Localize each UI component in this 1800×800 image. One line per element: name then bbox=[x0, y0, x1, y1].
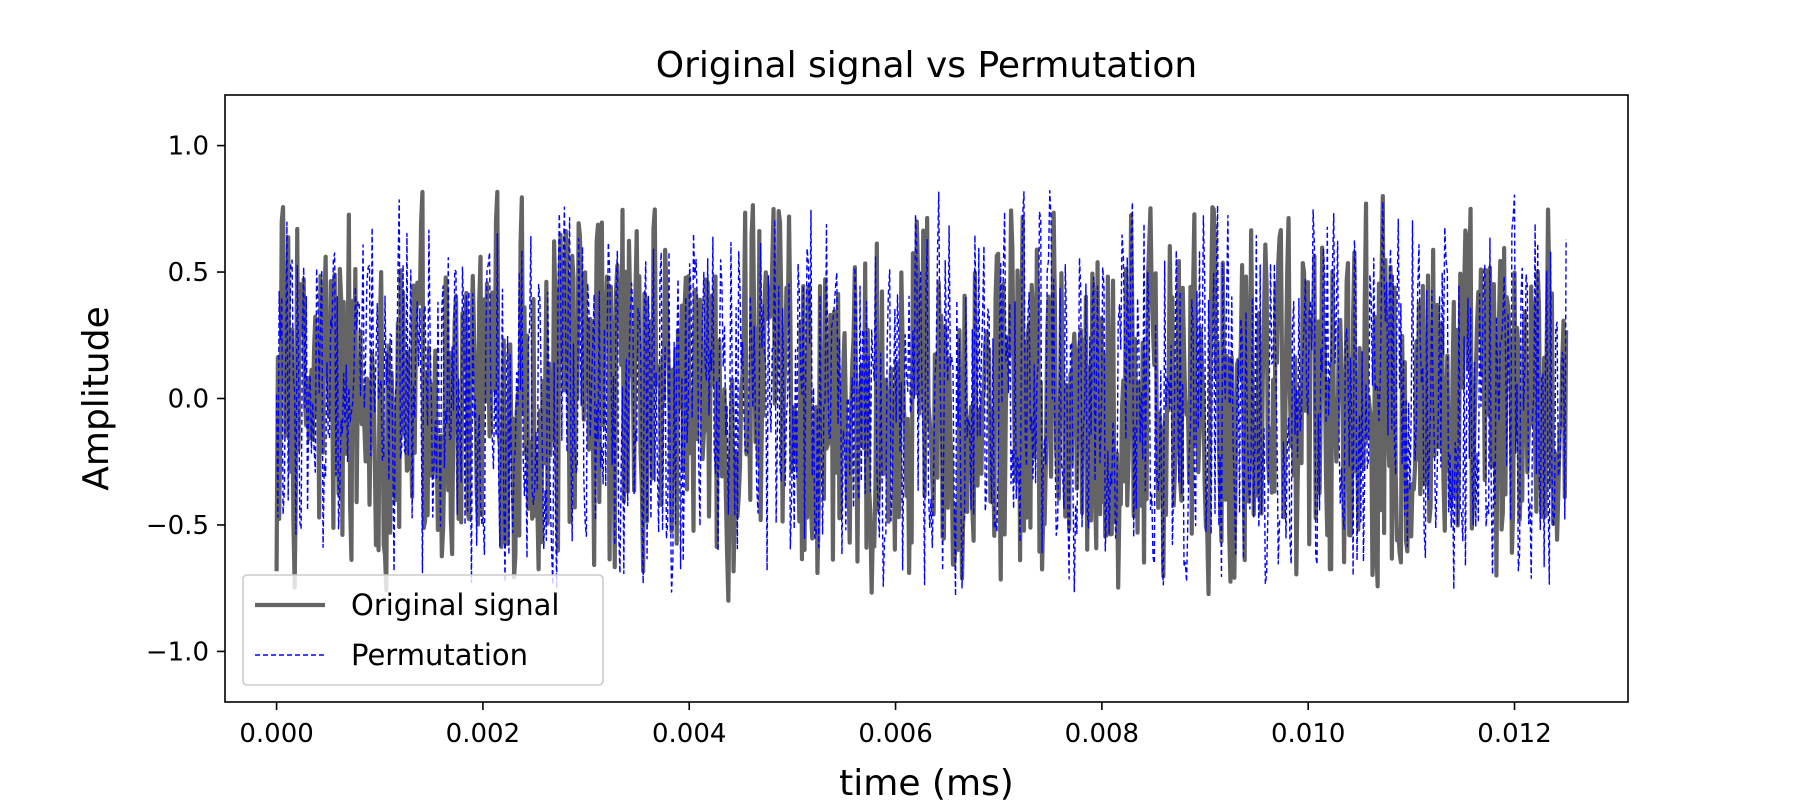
y-axis-label: Amplitude bbox=[76, 306, 117, 490]
series-group bbox=[274, 189, 1569, 603]
x-tick-label: 0.012 bbox=[1477, 719, 1551, 749]
x-tick-label: 0.000 bbox=[239, 719, 313, 749]
legend-label-permutation: Permutation bbox=[351, 638, 528, 672]
y-tick-label: −0.5 bbox=[146, 511, 209, 541]
y-tick-label: 1.0 bbox=[168, 132, 209, 162]
y-tick-label: −1.0 bbox=[146, 637, 209, 667]
x-tick-label: 0.002 bbox=[446, 719, 520, 749]
y-tick-label: 0.5 bbox=[168, 258, 209, 288]
series-line-permutation bbox=[275, 190, 1567, 597]
legend-label-original-signal: Original signal bbox=[351, 588, 559, 622]
x-axis-label: time (ms) bbox=[839, 763, 1014, 800]
chart-title: Original signal vs Permutation bbox=[656, 45, 1198, 86]
series-line-original-signal bbox=[274, 189, 1569, 603]
x-tick-label: 0.008 bbox=[1065, 719, 1139, 749]
x-tick-label: 0.004 bbox=[652, 719, 726, 749]
x-axis: 0.000 0.002 0.004 0.006 0.008 0.010 0.012 bbox=[239, 702, 1552, 749]
legend: Original signal Permutation bbox=[242, 574, 604, 686]
x-tick-label: 0.006 bbox=[858, 719, 932, 749]
x-tick-label: 0.010 bbox=[1271, 719, 1345, 749]
y-tick-label: 0.0 bbox=[168, 385, 209, 415]
legend-box bbox=[242, 574, 604, 686]
y-axis: −1.0 −0.5 0.0 0.5 1.0 bbox=[146, 132, 225, 667]
